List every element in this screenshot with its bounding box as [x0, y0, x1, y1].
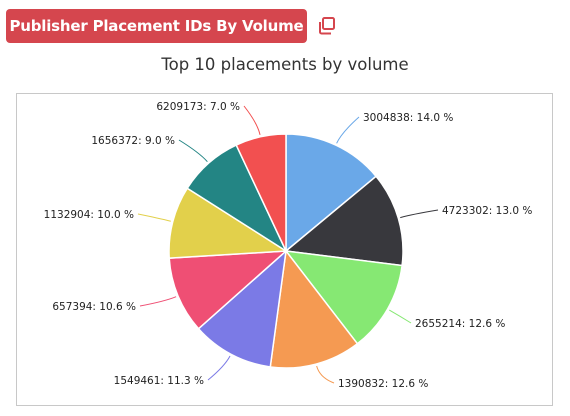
pie-slice-6209173[interactable]: [235, 133, 287, 252]
pie-slice-1390832[interactable]: [269, 249, 359, 369]
pie-slice-2655214[interactable]: [284, 250, 403, 345]
chart-title: Top 10 placements by volume: [161, 55, 409, 74]
pie-slice-3004838[interactable]: [285, 133, 378, 253]
label-connector-1132904: [137, 213, 171, 222]
label-connector-1656372: [178, 139, 208, 163]
label-connector-657394: [139, 296, 177, 307]
label-connector-1390832: [316, 365, 335, 384]
pie-chart: 3004838: 14.0 % 4723302: 13.0 % 2655214: 1…: [44, 101, 533, 390]
slice-label-6209173: 6209173: 7.0 %: [156, 101, 240, 113]
pie-slice-657394[interactable]: [168, 250, 289, 330]
slice-label-1549461: 1549461: 11.3 %: [114, 375, 204, 387]
pie-slice-4723302[interactable]: [284, 175, 404, 267]
slice-label-1132904: 1132904: 10.0 %: [44, 209, 134, 221]
label-connector-3004838: [336, 116, 360, 144]
slice-label-1390832: 1390832: 12.6 %: [338, 378, 428, 390]
label-connector-4723302: [400, 209, 439, 219]
slice-label-2655214: 2655214: 12.6 %: [415, 318, 505, 330]
pie-slice-1132904[interactable]: [168, 187, 289, 259]
slice-label-1656372: 1656372: 9.0 %: [91, 135, 175, 147]
label-connector-2655214: [389, 309, 412, 324]
copy-icon[interactable]: [317, 16, 337, 36]
label-connector-1549461: [207, 355, 231, 381]
chart-container: 3004838: 14.0 % 4723302: 13.0 % 2655214: 1…: [16, 93, 553, 406]
slice-label-4723302: 4723302: 13.0 %: [442, 205, 532, 217]
publisher-placement-ids-button[interactable]: Publisher Placement IDs By Volume: [6, 9, 307, 43]
slice-label-657394: 657394: 10.6 %: [52, 301, 136, 313]
slice-label-3004838: 3004838: 14.0 %: [363, 112, 453, 124]
pie-slice-1549461[interactable]: [197, 249, 288, 368]
label-connector-6209173: [243, 105, 261, 135]
